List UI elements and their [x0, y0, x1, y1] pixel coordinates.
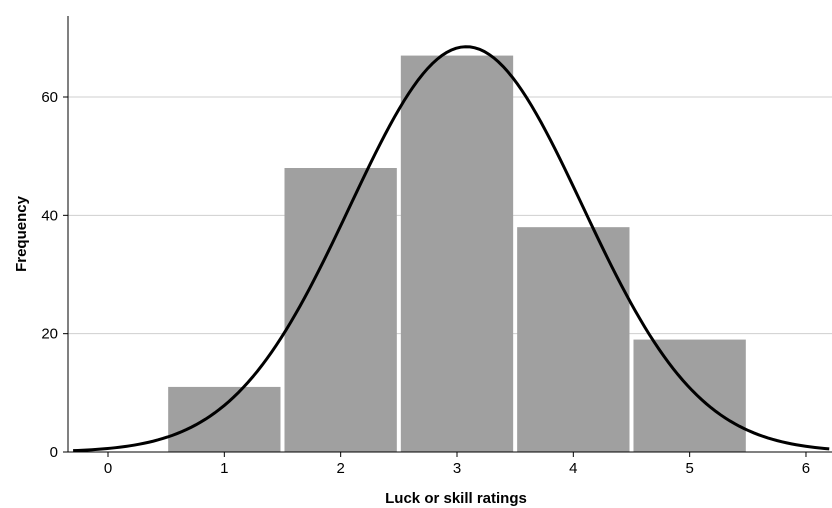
bars [168, 55, 746, 452]
x-tick-label-3: 3 [453, 460, 461, 477]
normal-curve [73, 45, 830, 453]
y-tick-label-20: 20 [41, 326, 58, 343]
bar-5 [633, 339, 746, 452]
bar-3 [400, 55, 514, 452]
y-axis-title: Frequency [13, 195, 30, 272]
x-tick-label-2: 2 [336, 460, 344, 477]
x-tick-label-1: 1 [220, 460, 228, 477]
bar-4 [517, 227, 630, 452]
x-tick-label-4: 4 [569, 460, 577, 477]
x-axis-title: Luck or skill ratings [385, 490, 527, 507]
y-tick-label-40: 40 [41, 207, 58, 224]
x-tick-label-6: 6 [802, 460, 810, 477]
bar-2 [284, 168, 397, 452]
y-tick-label-60: 60 [41, 89, 58, 106]
y-tick-label-0: 0 [50, 444, 58, 461]
x-tick-label-0: 0 [104, 460, 112, 477]
axis-ticks: 0 20 40 60 0 1 2 3 4 5 6 [41, 89, 810, 477]
bar-1 [168, 386, 281, 452]
x-tick-label-5: 5 [685, 460, 693, 477]
